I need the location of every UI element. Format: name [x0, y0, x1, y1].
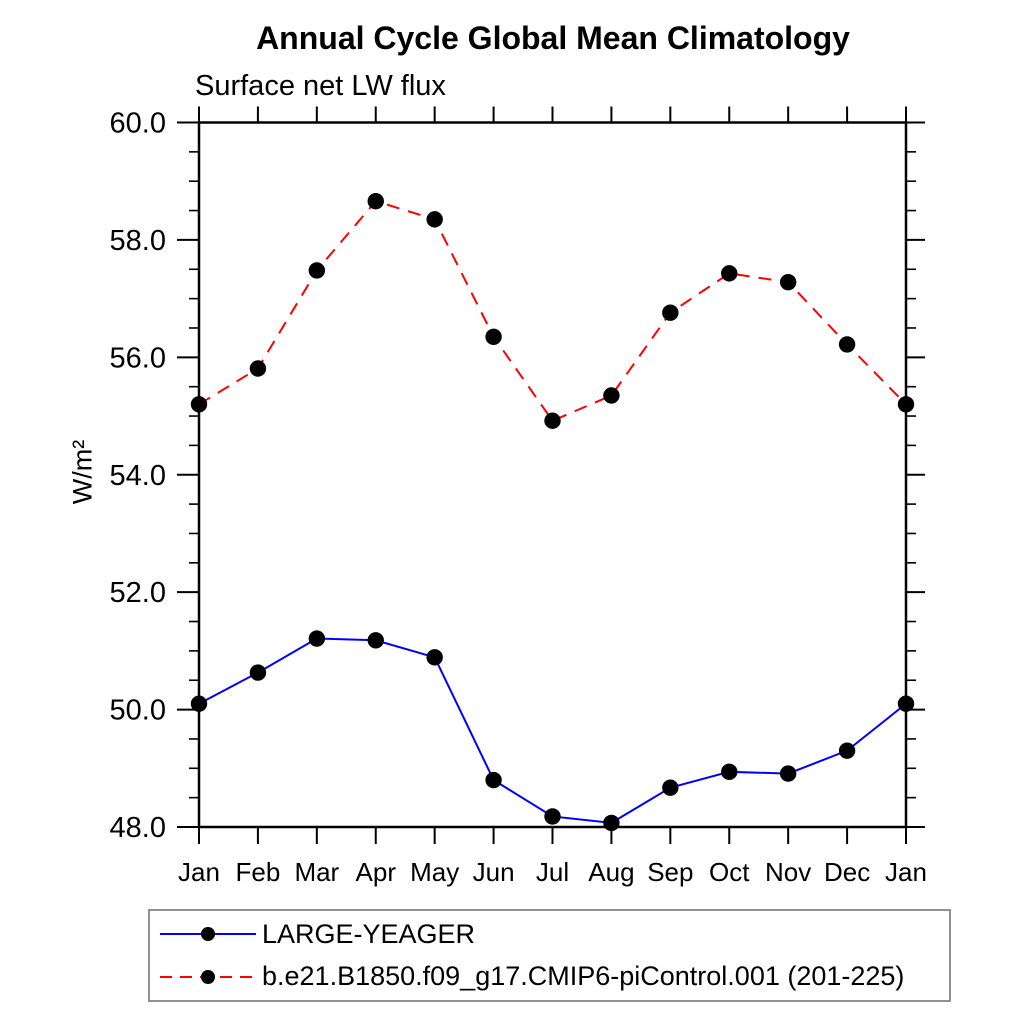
- x-tick-label: Nov: [765, 857, 811, 887]
- x-tick-label: Jan: [178, 857, 220, 887]
- data-point-marker: [544, 412, 561, 429]
- data-point-marker: [662, 779, 679, 796]
- data-point-marker: [426, 649, 443, 666]
- data-point-marker: [603, 387, 620, 404]
- data-point-marker: [897, 396, 915, 413]
- legend-row-large-yeager: LARGE-YEAGER: [158, 913, 949, 955]
- series-line-0: [198, 637, 907, 824]
- x-tick-label: Aug: [588, 857, 634, 887]
- legend-label-large-yeager: LARGE-YEAGER: [262, 918, 476, 949]
- series-1: [190, 192, 915, 429]
- x-tick-label: Apr: [356, 857, 397, 887]
- legend-row-picontrol: b.e21.B1850.f09_g17.CMIP6-piControl.001 …: [158, 956, 949, 998]
- data-point-marker: [426, 211, 443, 228]
- data-point-marker: [308, 630, 326, 647]
- data-point-marker: [721, 763, 738, 781]
- y-axis-tick-labels: 48.0 50.0 52.0 54.0 56.0 58.0 60.0: [110, 108, 166, 845]
- y-tick-label: 58.0: [110, 225, 166, 257]
- y-tick-label: 52.0: [110, 577, 166, 609]
- y-tick-label: 60.0: [110, 108, 166, 140]
- x-tick-label: Mar: [294, 857, 339, 887]
- data-point-marker: [603, 814, 620, 832]
- x-tick-label: Jan: [885, 857, 927, 887]
- y-tick-label: 50.0: [110, 695, 166, 727]
- y-tick-label: 56.0: [110, 342, 166, 374]
- x-tick-label: Oct: [709, 857, 750, 887]
- legend-label-picontrol: b.e21.B1850.f09_g17.CMIP6-piControl.001 …: [262, 961, 905, 992]
- x-tick-label: Feb: [236, 857, 281, 887]
- x-tick-label: Jul: [536, 857, 569, 887]
- data-point-marker: [485, 328, 502, 345]
- x-axis-tick-labels: Jan Feb Mar Apr May Jun Jul Aug Sep Oct Nov Dec Jan: [178, 857, 927, 887]
- data-point-marker: [662, 304, 679, 321]
- legend-box: LARGE-YEAGER b.e21.B1850.f09_g17.CMIP6-p…: [148, 909, 951, 1002]
- plot-frame: [197, 121, 908, 829]
- x-tick-label: Jun: [473, 857, 515, 887]
- data-point-marker: [367, 192, 384, 210]
- y-axis-label: W/m²: [67, 439, 98, 505]
- series-line-1: [198, 200, 907, 422]
- chart-title: Annual Cycle Global Mean Climatology: [256, 20, 850, 56]
- x-tick-label: Dec: [824, 857, 870, 887]
- x-tick-label: Sep: [647, 857, 693, 887]
- data-point-marker: [249, 360, 267, 377]
- data-point-marker: [190, 695, 208, 712]
- data-point-marker: [779, 273, 797, 291]
- chart-subtitle: Surface net LW flux: [195, 70, 446, 102]
- data-point-marker: [190, 396, 208, 413]
- legend-line-sample-dashed-icon: [160, 969, 256, 984]
- data-point-marker: [308, 262, 326, 279]
- data-point-marker: [249, 664, 267, 681]
- legend-line-sample-solid-icon: [160, 927, 256, 942]
- axis-ticks: [177, 106, 925, 844]
- data-point-marker: [367, 632, 384, 649]
- data-point-marker: [897, 695, 915, 712]
- plot-border: [197, 121, 908, 829]
- series-0: [190, 630, 915, 832]
- data-point-marker: [779, 765, 797, 782]
- data-point-marker: [544, 808, 561, 825]
- data-point-marker: [485, 771, 502, 789]
- data-point-marker: [838, 742, 856, 759]
- data-point-marker: [721, 265, 738, 282]
- data-point-marker: [838, 336, 856, 353]
- y-tick-label: 54.0: [110, 460, 166, 492]
- x-tick-label: May: [410, 857, 459, 887]
- y-tick-label: 48.0: [110, 812, 166, 844]
